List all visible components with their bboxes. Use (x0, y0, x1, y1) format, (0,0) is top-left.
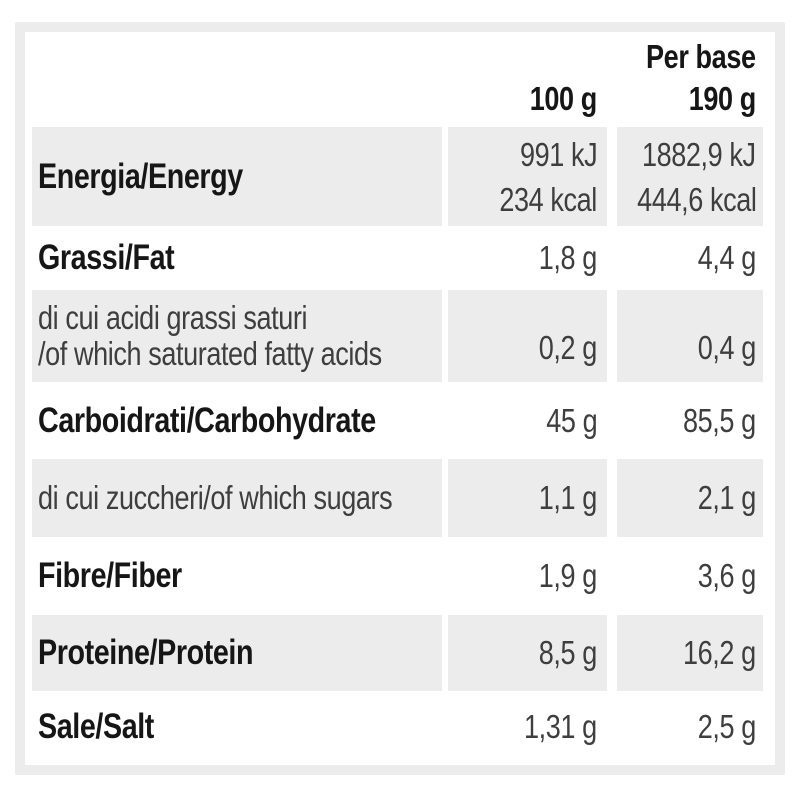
row-saturated-fat: di cui acidi grassi saturi /of which sat… (25, 290, 775, 382)
value-per-100g-cell: 1,9 g (448, 537, 607, 615)
nutrient-label-cell: Proteine/Protein (32, 615, 442, 691)
value-per-100g-cell: 45 g (448, 382, 607, 459)
value-per-100g-cell: 8,5 g (448, 615, 607, 691)
salt-base-value: 2,5 g (697, 707, 757, 745)
energy-base-kj: 1882,9 kJ (642, 135, 756, 173)
nutrition-card-frame: 100 g Per base 190 g Energia/Energy 991 … (15, 22, 785, 775)
energy-100g-kcal: 234 kcal (499, 180, 597, 218)
fat-base-value: 4,4 g (697, 239, 757, 276)
energy-100g-kj: 991 kJ (519, 135, 598, 173)
nutrient-sublabel-line1: di cui acidi grassi saturi (38, 299, 308, 336)
nutrition-table: 100 g Per base 190 g Energia/Energy 991 … (25, 32, 775, 765)
value-per-base-cell: 2,1 g (617, 459, 763, 537)
row-fiber: Fibre/Fiber 1,9 g 3,6 g (25, 537, 775, 615)
fiber-100g-value: 1,9 g (538, 557, 598, 594)
value-per-100g-cell: 1,31 g (448, 691, 607, 762)
nutrient-label-cell: Sale/Salt (32, 691, 442, 762)
value-per-base-cell: 16,2 g (617, 615, 763, 691)
nutrient-label: Fibre/Fiber (38, 556, 182, 595)
value-per-100g-cell: 1,1 g (448, 459, 607, 537)
carbohydrate-base-value: 85,5 g (683, 401, 756, 439)
header-empty-cell (32, 32, 442, 127)
sugars-base-value: 2,1 g (697, 479, 757, 516)
energy-base-kcal: 444,6 kcal (636, 180, 757, 218)
energy-base-stack: 1882,9 kJ 444,6 kcal (611, 132, 757, 222)
row-sugars: di cui zuccheri/of which sugars 1,1 g 2,… (25, 459, 775, 537)
value-per-base-cell: 1882,9 kJ 444,6 kcal (617, 127, 763, 226)
value-per-base-cell: 3,6 g (617, 537, 763, 615)
row-fat: Grassi/Fat 1,8 g 4,4 g (25, 226, 775, 290)
sugars-100g-value: 1,1 g (538, 479, 598, 516)
value-per-100g-cell: 991 kJ 234 kcal (448, 127, 607, 226)
nutrient-label: Proteine/Protein (38, 633, 254, 672)
nutrient-label: Grassi/Fat (38, 238, 175, 277)
nutrient-label-cell: Fibre/Fiber (32, 537, 442, 615)
nutrient-label-cell: di cui zuccheri/of which sugars (32, 459, 442, 537)
nutrient-label-cell: Carboidrati/Carbohydrate (32, 382, 442, 459)
nutrient-sublabel-line2: /of which saturated fatty acids (38, 335, 382, 372)
value-per-base-cell: 4,4 g (617, 226, 763, 290)
saturated-fat-label-stack: di cui acidi grassi saturi /of which sat… (38, 300, 457, 372)
saturated-fat-base-value: 0,4 g (697, 329, 757, 366)
nutrient-label-cell: di cui acidi grassi saturi /of which sat… (32, 290, 442, 382)
fat-100g-value: 1,8 g (538, 239, 598, 276)
header-per-base-line1: Per base (646, 38, 756, 75)
row-carbohydrate: Carboidrati/Carbohydrate 45 g 85,5 g (25, 382, 775, 459)
row-energy: Energia/Energy 991 kJ 234 kcal 1882,9 kJ… (25, 127, 775, 226)
value-per-base-cell: 85,5 g (617, 382, 763, 459)
header-col-per-base: Per base 190 g (617, 32, 763, 127)
protein-base-value: 16,2 g (683, 634, 756, 671)
value-per-base-cell: 0,4 g (617, 290, 763, 382)
energy-100g-stack: 991 kJ 234 kcal (478, 132, 597, 222)
row-salt: Sale/Salt 1,31 g 2,5 g (25, 691, 775, 762)
nutrient-label: Carboidrati/Carbohydrate (38, 400, 376, 440)
table-header-row: 100 g Per base 190 g (25, 32, 775, 127)
header-per-base-line2: 190 g (688, 80, 757, 117)
saturated-fat-100g-value: 0,2 g (538, 329, 598, 366)
row-protein: Proteine/Protein 8,5 g 16,2 g (25, 615, 775, 691)
protein-100g-value: 8,5 g (538, 634, 598, 671)
header-col-100g: 100 g (448, 32, 607, 127)
value-per-base-cell: 2,5 g (617, 691, 763, 762)
header-100g-label: 100 g (529, 80, 598, 117)
fiber-base-value: 3,6 g (697, 557, 757, 594)
value-per-100g-cell: 1,8 g (448, 226, 607, 290)
nutrient-label-cell: Energia/Energy (32, 127, 442, 226)
salt-100g-value: 1,31 g (524, 707, 597, 745)
value-per-100g-cell: 0,2 g (448, 290, 607, 382)
nutrient-sublabel: di cui zuccheri/of which sugars (38, 479, 393, 516)
nutrient-label-cell: Grassi/Fat (32, 226, 442, 290)
header-per-base-stack: Per base 190 g (622, 36, 756, 120)
nutrient-label: Energia/Energy (38, 156, 243, 196)
carbohydrate-100g-value: 45 g (545, 401, 597, 439)
nutrient-label: Sale/Salt (38, 706, 154, 746)
